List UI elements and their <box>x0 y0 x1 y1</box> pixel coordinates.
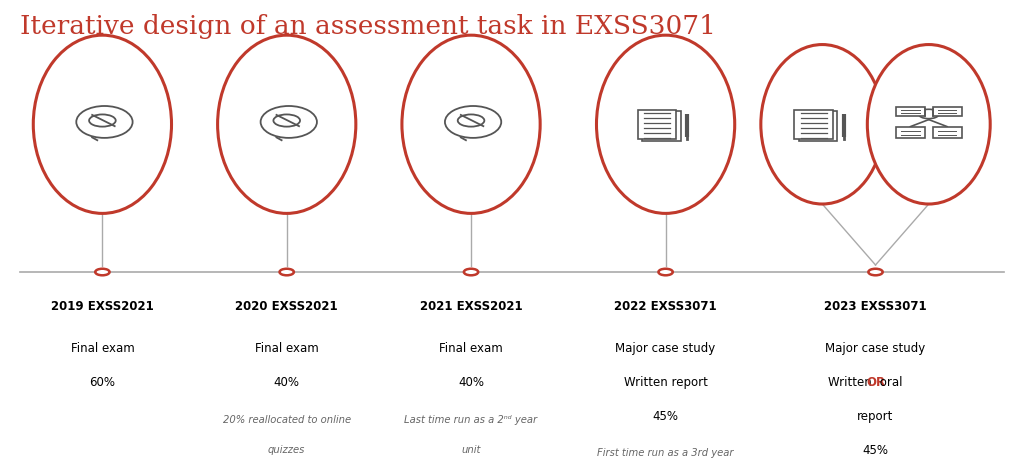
Text: Last time run as a 2ⁿᵈ year: Last time run as a 2ⁿᵈ year <box>404 415 538 424</box>
Circle shape <box>280 269 294 275</box>
Text: Final exam: Final exam <box>71 342 134 356</box>
Text: Final exam: Final exam <box>439 342 503 356</box>
Text: Iterative design of an assessment task in EXSS3071: Iterative design of an assessment task i… <box>20 14 717 39</box>
Text: Written OR oral: Written OR oral <box>829 376 922 389</box>
Text: First time run as a 3rd year: First time run as a 3rd year <box>597 448 734 458</box>
Text: 2019 EXSS2021: 2019 EXSS2021 <box>51 300 154 313</box>
FancyBboxPatch shape <box>896 107 925 116</box>
FancyBboxPatch shape <box>933 107 962 116</box>
FancyBboxPatch shape <box>896 127 925 138</box>
Ellipse shape <box>761 45 884 204</box>
Text: Written: Written <box>828 376 876 389</box>
Text: 2023 EXSS3071: 2023 EXSS3071 <box>824 300 927 313</box>
Text: oral: oral <box>876 376 902 389</box>
Text: unit: unit <box>462 445 480 455</box>
Text: 45%: 45% <box>652 410 679 423</box>
Circle shape <box>464 269 478 275</box>
Ellipse shape <box>401 35 541 213</box>
Text: 60%: 60% <box>89 376 116 389</box>
FancyBboxPatch shape <box>799 112 838 141</box>
Ellipse shape <box>218 35 356 213</box>
Circle shape <box>95 269 110 275</box>
Circle shape <box>658 269 673 275</box>
Circle shape <box>868 269 883 275</box>
Text: 40%: 40% <box>273 376 300 389</box>
Text: 2022 EXSS3071: 2022 EXSS3071 <box>614 300 717 313</box>
Text: report: report <box>857 410 894 423</box>
Text: Major case study: Major case study <box>825 342 926 356</box>
FancyBboxPatch shape <box>795 110 833 139</box>
Text: OR: OR <box>866 376 885 389</box>
Text: Major case study: Major case study <box>615 342 716 356</box>
Text: quizzes: quizzes <box>268 445 305 455</box>
FancyBboxPatch shape <box>638 110 677 139</box>
Text: Final exam: Final exam <box>255 342 318 356</box>
Ellipse shape <box>867 45 990 204</box>
Text: 45%: 45% <box>862 444 889 457</box>
Text: 2021 EXSS2021: 2021 EXSS2021 <box>420 300 522 313</box>
Text: 2020 EXSS2021: 2020 EXSS2021 <box>236 300 338 313</box>
Text: 20% reallocated to online: 20% reallocated to online <box>222 415 351 424</box>
Ellipse shape <box>33 35 172 213</box>
Text: 40%: 40% <box>458 376 484 389</box>
Ellipse shape <box>596 35 735 213</box>
FancyBboxPatch shape <box>642 112 681 141</box>
FancyBboxPatch shape <box>933 127 962 138</box>
Text: Written report: Written report <box>624 376 708 389</box>
